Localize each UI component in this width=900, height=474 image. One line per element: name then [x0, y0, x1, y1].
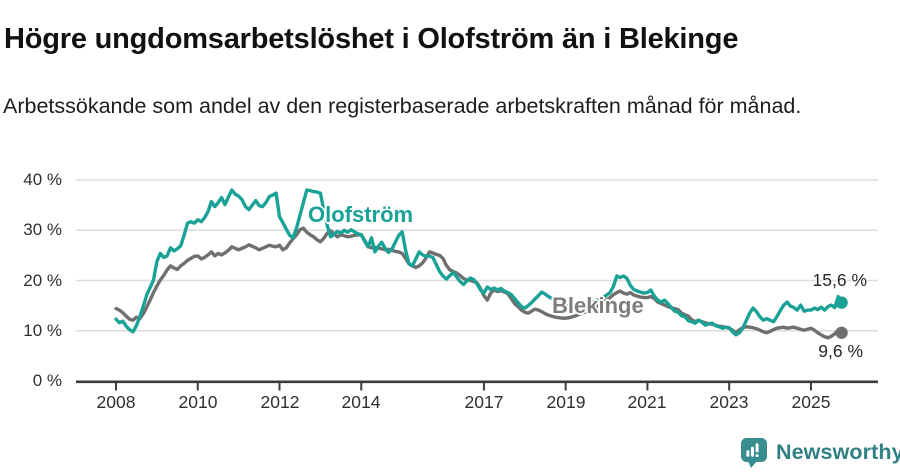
newsworthy-wordmark: Newsworthy — [776, 440, 900, 464]
series-label-olofstrom: Olofström — [308, 202, 414, 227]
x-axis-label: 2010 — [178, 392, 218, 412]
series-label-blekinge: Blekinge — [552, 293, 644, 318]
end-value-label-olofstrom: 15,6 % — [812, 270, 867, 290]
x-axis-label: 2017 — [464, 392, 504, 412]
x-axis-label: 2025 — [791, 392, 831, 412]
y-axis-label: 20 % — [23, 271, 62, 290]
olofstrom-end-dot — [835, 296, 848, 309]
chart-subtitle: Arbetssökande som andel av den registerb… — [3, 93, 802, 118]
newsworthy-logo: Newsworthy — [740, 437, 900, 468]
olofstrom-line — [114, 188, 844, 337]
y-axis-label: 30 % — [23, 220, 62, 239]
y-axis-label: 10 % — [23, 321, 62, 340]
x-axis-label: 2012 — [260, 392, 300, 412]
x-axis-label: 2021 — [627, 392, 667, 412]
y-axis-label: 40 % — [23, 170, 62, 189]
page-title: Högre ungdomsarbetslöshet i Olofström än… — [4, 23, 739, 56]
x-axis-label: 2023 — [709, 392, 749, 412]
end-value-label-blekinge: 9,6 % — [818, 341, 863, 361]
x-axis-label: 2008 — [96, 392, 136, 412]
blekinge-end-dot — [835, 326, 848, 339]
x-axis-label: 2019 — [546, 392, 586, 412]
y-axis-label: 0 % — [32, 371, 62, 390]
x-axis-label: 2014 — [341, 392, 381, 412]
newsworthy-bubble-chart-icon — [741, 438, 767, 468]
blekinge-line — [114, 226, 844, 340]
